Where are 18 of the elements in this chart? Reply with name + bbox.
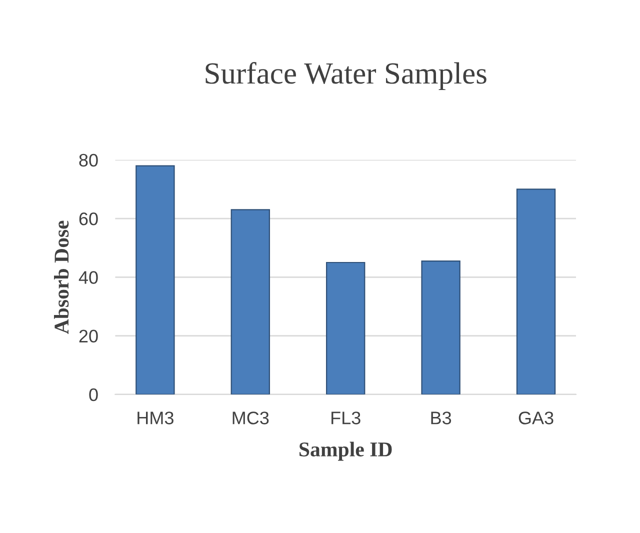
x-axis-title: Sample ID (300, 442, 392, 461)
y-tick-label: 0 (89, 388, 98, 402)
chart-title: Surface Water Samples (206, 62, 486, 90)
bar (230, 209, 270, 394)
y-tick-label: 60 (79, 212, 98, 226)
x-tick-label: HM3 (138, 412, 174, 424)
y-axis-title: Absorb Dose (54, 220, 69, 334)
x-tick-label: B3 (431, 412, 452, 424)
x-tick-label: GA3 (518, 412, 554, 424)
y-tick-label: 20 (79, 330, 98, 343)
x-tick-label: FL3 (332, 412, 360, 424)
bar (326, 262, 366, 394)
bar (421, 260, 460, 394)
x-tick-label: MC3 (232, 412, 269, 424)
y-tick-label: 40 (78, 271, 98, 284)
bar (516, 188, 556, 394)
bar (136, 165, 175, 394)
y-tick-label: 80 (79, 154, 98, 167)
